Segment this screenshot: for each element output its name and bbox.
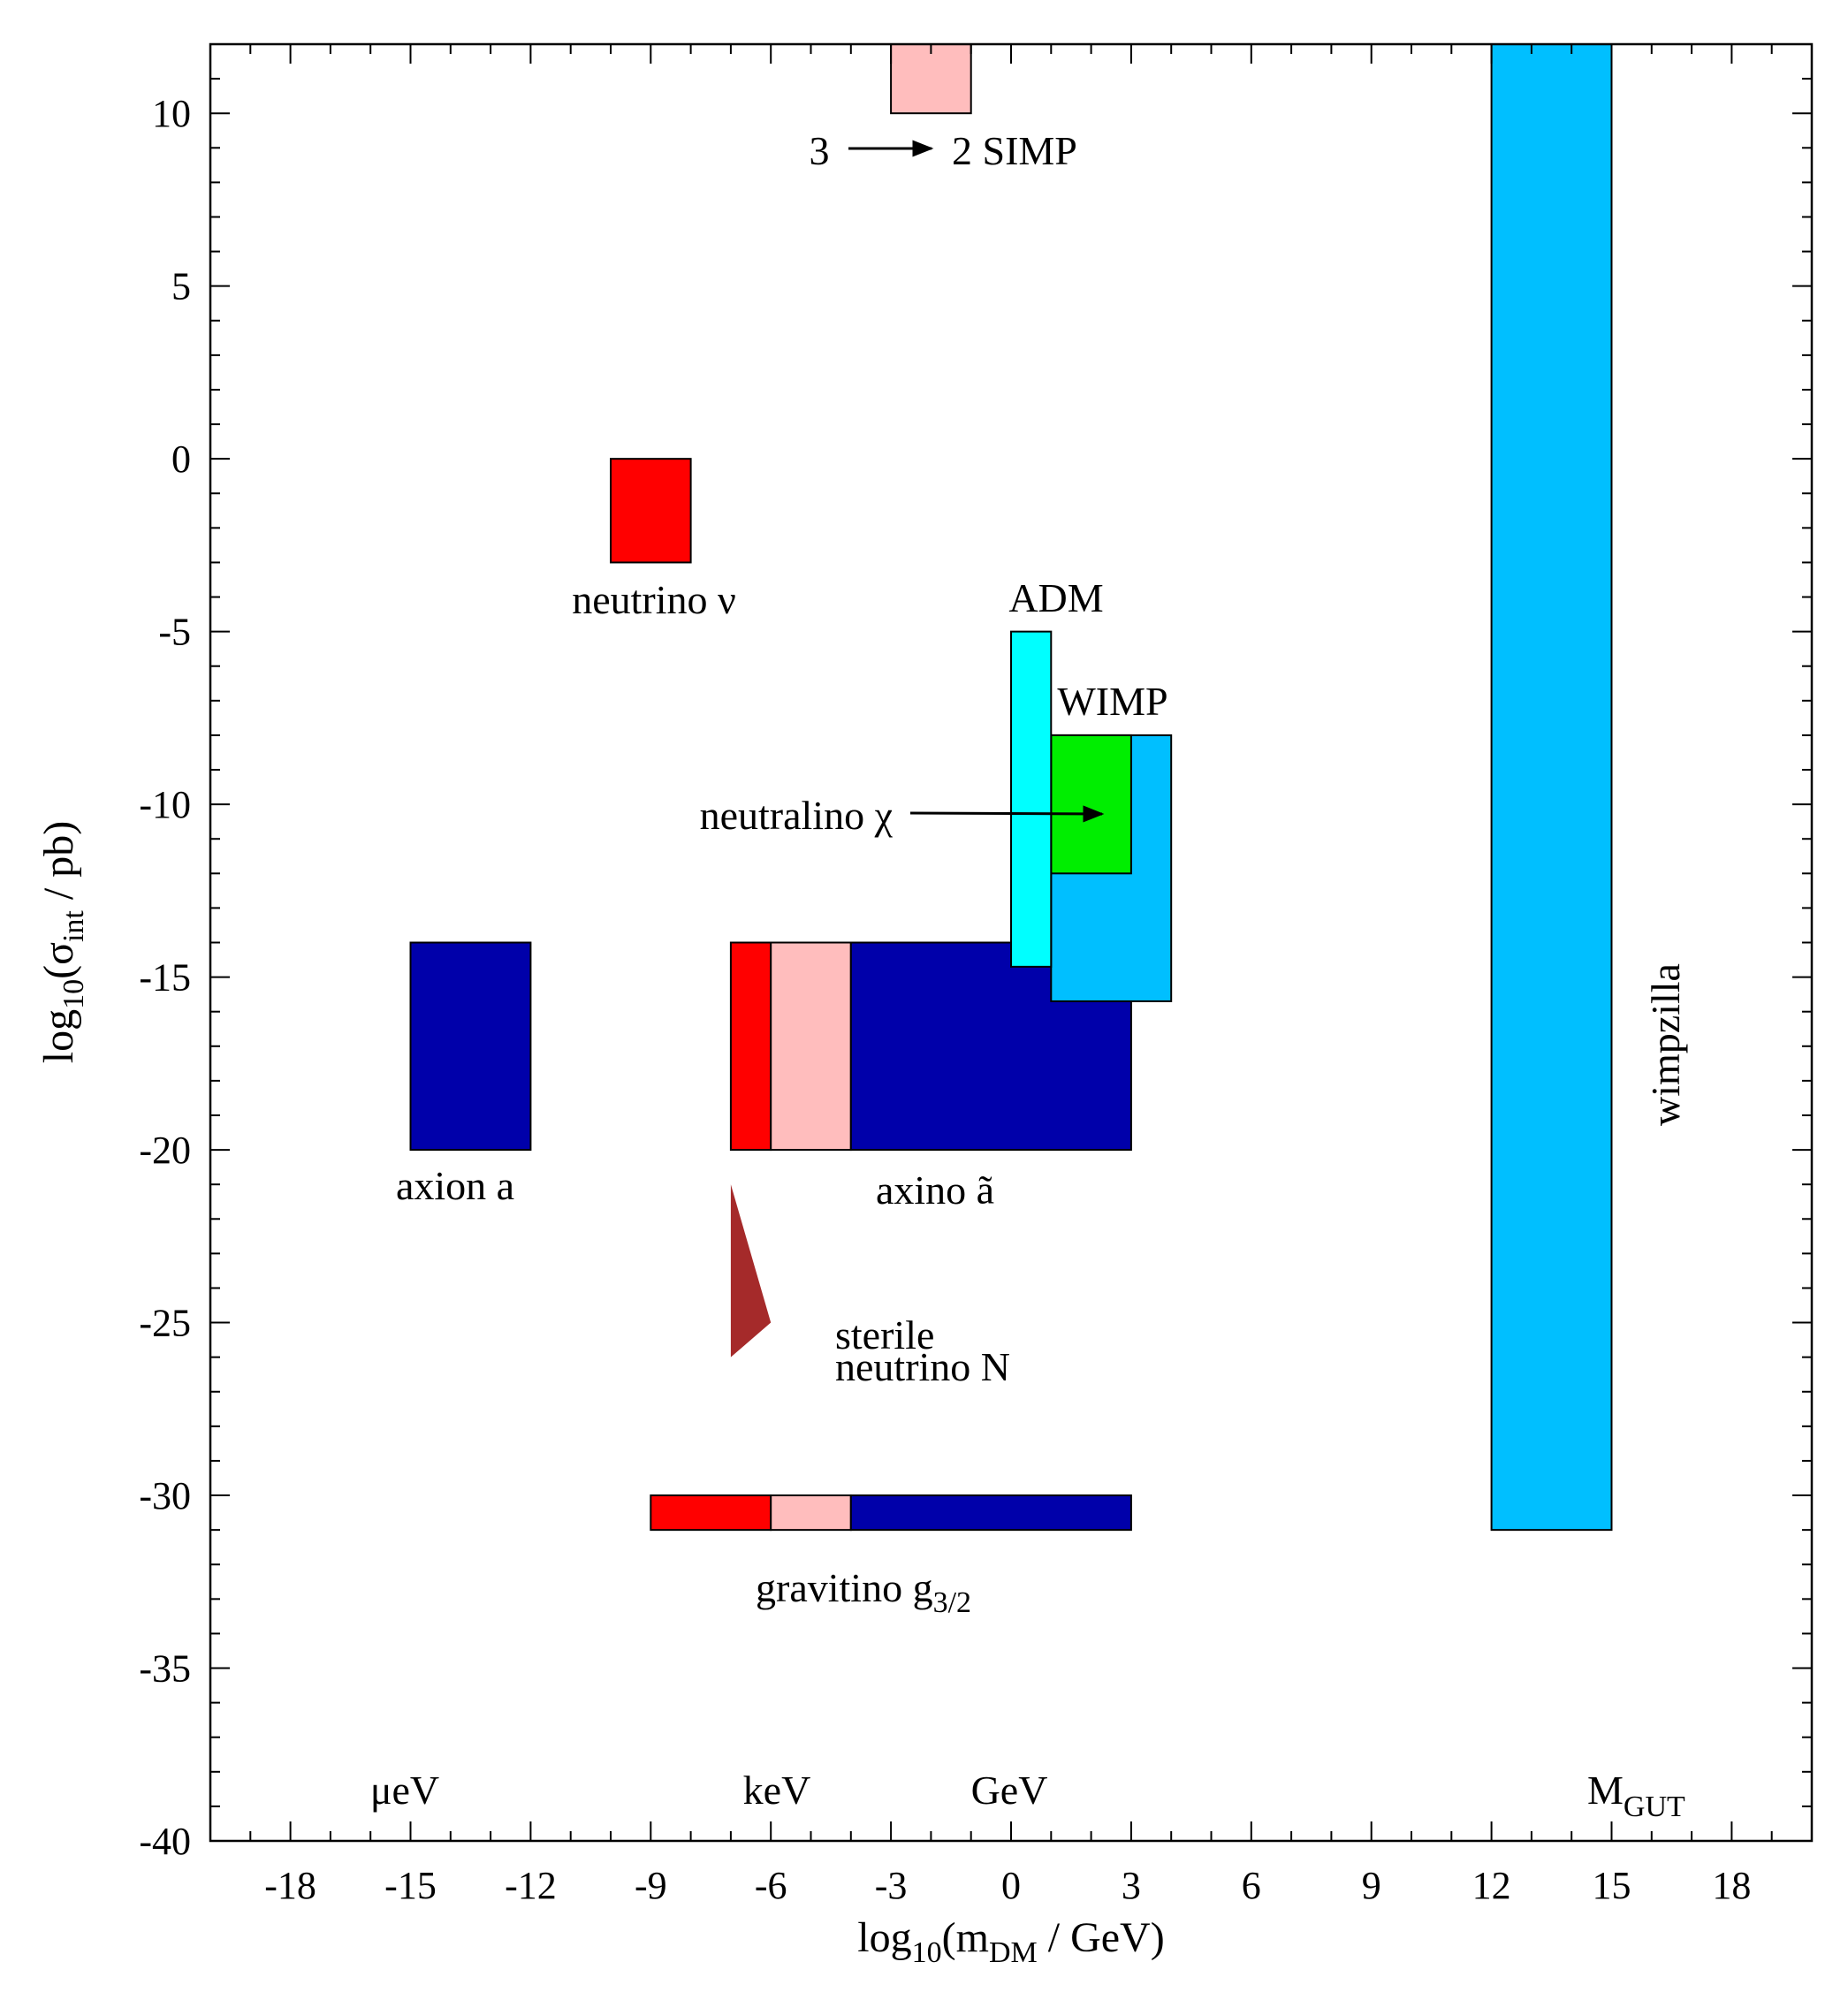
y-tick-label: -5 [158, 611, 191, 654]
y-axis-title: log10(σint / pb) [35, 821, 90, 1063]
mgut-label: MGUT [1587, 1768, 1685, 1823]
y-tick-label: -20 [139, 1129, 191, 1172]
x-tick-label: -12 [505, 1864, 557, 1907]
y-tick-label: 10 [152, 92, 191, 135]
x-tick-label: -3 [875, 1864, 908, 1907]
x-tick-label: -6 [755, 1864, 787, 1907]
wimpzilla-label: wimpzilla [1643, 963, 1688, 1126]
x-tick-label: -18 [264, 1864, 316, 1907]
x-tick-label: 6 [1242, 1864, 1261, 1907]
axion-label: axion a [396, 1163, 514, 1208]
y-tick-label: -30 [139, 1474, 191, 1517]
y-tick-label: 0 [171, 437, 191, 481]
sterile-neutrino-region [731, 1184, 771, 1357]
y-tick-label: -10 [139, 783, 191, 826]
regions-layer [411, 44, 1612, 1530]
simp-region [891, 44, 971, 113]
wimp-label: WIMP [1057, 679, 1167, 724]
x-tick-label: 12 [1472, 1864, 1511, 1907]
simp-label: 2 SIMP [952, 128, 1077, 173]
axion-region [411, 943, 531, 1151]
x-tick-label: 0 [1001, 1864, 1021, 1907]
neutralino-arrow [910, 813, 1102, 814]
y-tick-label: 5 [171, 265, 191, 308]
gev-label: GeV [971, 1768, 1048, 1813]
x-tick-label: 15 [1593, 1864, 1631, 1907]
y-tick-label: -15 [139, 956, 191, 1000]
neutralino-region [1051, 735, 1131, 873]
neutrino-label: neutrino ν [572, 577, 736, 622]
neutrino-region [611, 459, 691, 562]
wimpzilla-region [1492, 44, 1612, 1530]
x-tick-label: 3 [1122, 1864, 1141, 1907]
x-tick-label: -15 [384, 1864, 437, 1907]
axino-label: axino ã [876, 1167, 994, 1213]
x-tick-label: 9 [1362, 1864, 1381, 1907]
y-tick-label: -35 [139, 1647, 191, 1691]
kev-label: keV [743, 1768, 811, 1813]
sterile-neutrino-label-line2: neutrino N [835, 1344, 1010, 1389]
dark-matter-candidates-chart: -18 -15 -12 -9 -6 -3 0 3 6 9 12 15 181050-5-10-15-20… [0, 0, 1848, 2015]
gravitino-label: gravitino g3/2 [756, 1565, 971, 1619]
simp-label-3: 3 [810, 128, 830, 173]
x-tick-label: -9 [635, 1864, 667, 1907]
neutralino-label: neutralino χ [700, 793, 894, 838]
axino-red-region [731, 943, 771, 1151]
uev-label: μeV [370, 1768, 439, 1813]
y-tick-label: -40 [139, 1820, 191, 1863]
adm-label: ADM [1008, 575, 1103, 620]
axino-pink-region [771, 943, 851, 1151]
x-tick-label: 18 [1712, 1864, 1751, 1907]
adm-region [1011, 632, 1051, 967]
gravitino-pink-region [771, 1495, 851, 1530]
y-tick-label: -25 [139, 1302, 191, 1345]
x-axis-title: log10(mDM / GeV) [857, 1914, 1164, 1969]
gravitino-red-region [650, 1495, 771, 1530]
gravitino-navy-region [851, 1495, 1131, 1530]
